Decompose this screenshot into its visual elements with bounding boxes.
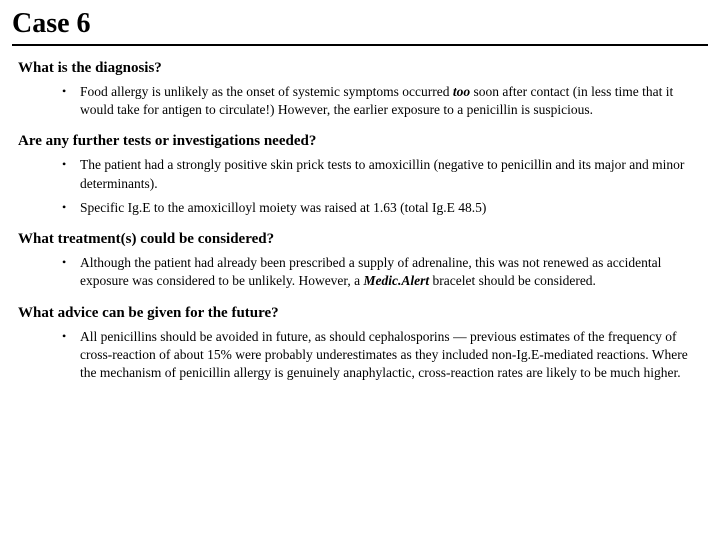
list-item: All penicillins should be avoided in fut… [62,328,700,383]
list-item: Although the patient had already been pr… [62,254,700,290]
bullet-list: Although the patient had already been pr… [62,254,700,290]
bullet-list: Food allergy is unlikely as the onset of… [62,83,700,119]
item-text-pre: Food allergy is unlikely as the onset of… [80,84,453,99]
bullet-list: The patient had a strongly positive skin… [62,156,700,217]
item-text-post: bracelet should be considered. [429,273,596,288]
item-text-pre: All penicillins should be avoided in fut… [80,329,688,380]
list-item: Specific Ig.E to the amoxicilloyl moiety… [62,199,700,217]
list-item: Food allergy is unlikely as the onset of… [62,83,700,119]
section-heading: What is the diagnosis? [18,60,708,77]
item-text-em: too [453,84,470,99]
bullet-list: All penicillins should be avoided in fut… [62,328,700,383]
section-advice: What advice can be given for the future?… [12,305,708,383]
section-heading: What advice can be given for the future? [18,305,708,322]
item-text-pre: Specific Ig.E to the amoxicilloyl moiety… [80,200,486,215]
section-treatment: What treatment(s) could be considered? A… [12,231,708,290]
list-item: The patient had a strongly positive skin… [62,156,700,192]
section-heading: What treatment(s) could be considered? [18,231,708,248]
section-tests: Are any further tests or investigations … [12,133,708,217]
item-text-em: Medic.Alert [364,273,430,288]
item-text-pre: The patient had a strongly positive skin… [80,157,684,190]
page-title: Case 6 [12,8,708,46]
section-diagnosis: What is the diagnosis? Food allergy is u… [12,60,708,119]
section-heading: Are any further tests or investigations … [18,133,708,150]
